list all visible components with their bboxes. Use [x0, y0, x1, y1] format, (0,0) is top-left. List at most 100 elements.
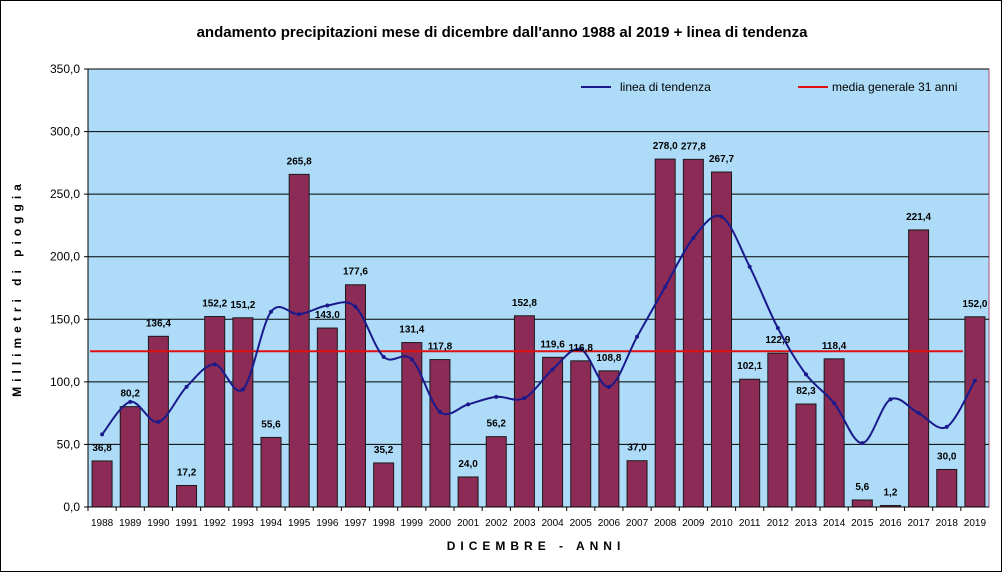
bar	[598, 370, 620, 508]
bar	[767, 352, 789, 508]
x-tick-label: 1990	[147, 518, 170, 529]
trend-point	[494, 394, 499, 399]
data-label: 118,4	[822, 341, 847, 352]
trend-point	[719, 214, 724, 219]
x-tick-label: 2008	[654, 518, 677, 529]
x-tick-label: 1996	[316, 518, 339, 529]
y-axis-label: Millimetri di pioggia	[10, 179, 24, 397]
x-tick-label: 1998	[373, 518, 396, 529]
trend-point	[803, 372, 808, 377]
trend-point	[691, 235, 696, 240]
x-axis-label: DICEMBRE - ANNI	[447, 539, 626, 553]
trend-point	[156, 419, 161, 424]
bar	[119, 406, 141, 508]
x-tick-label: 2018	[936, 518, 959, 529]
bar	[204, 316, 226, 508]
y-tick-label: 100,0	[50, 375, 80, 389]
bar	[260, 436, 282, 508]
bar	[739, 378, 761, 508]
data-label: 5,6	[855, 482, 869, 493]
x-tick-label: 1992	[204, 518, 227, 529]
bar	[91, 460, 113, 508]
x-tick-label: 2001	[457, 518, 480, 529]
legend-trend-label: linea di tendenza	[620, 80, 711, 94]
x-tick-label: 2003	[513, 518, 536, 529]
bar	[908, 229, 930, 508]
bar	[654, 158, 676, 508]
data-label: 35,2	[374, 445, 394, 456]
x-tick-label: 2006	[598, 518, 621, 529]
x-tick-label: 2019	[964, 518, 987, 529]
data-label: 102,1	[737, 361, 762, 372]
trend-point	[747, 264, 752, 269]
bar	[316, 327, 338, 508]
trend-point	[550, 367, 555, 372]
x-tick-label: 2016	[879, 518, 902, 529]
bar	[429, 359, 451, 508]
x-tick-label: 2007	[626, 518, 649, 529]
trend-point	[184, 384, 189, 389]
data-label: 1,2	[884, 487, 898, 498]
trend-point	[944, 424, 949, 429]
x-tick-label: 2002	[485, 518, 508, 529]
x-tick-label: 2010	[710, 518, 733, 529]
bar	[626, 460, 648, 508]
x-tick-label: 2005	[570, 518, 593, 529]
trend-point	[409, 357, 414, 362]
y-tick-label: 0,0	[63, 500, 80, 514]
trend-point	[325, 303, 330, 308]
data-label: 131,4	[399, 325, 424, 336]
trend-point	[972, 378, 977, 383]
trend-point	[269, 309, 274, 314]
x-tick-label: 2015	[851, 518, 874, 529]
bar	[936, 468, 958, 508]
bar	[795, 403, 817, 508]
x-tick-label: 1999	[401, 518, 424, 529]
data-label: 277,8	[681, 141, 706, 152]
trend-point	[212, 362, 217, 367]
bar	[823, 358, 845, 508]
data-label: 55,6	[261, 419, 281, 430]
x-tick-label: 1991	[175, 518, 198, 529]
legend-mean-label: media generale 31 anni	[832, 80, 957, 94]
data-label: 24,0	[458, 459, 478, 470]
x-tick-label: 2017	[907, 518, 930, 529]
y-tick-label: 350,0	[50, 62, 80, 76]
trend-point	[635, 334, 640, 339]
data-label: 265,8	[287, 156, 312, 167]
trend-point	[297, 312, 302, 317]
x-tick-label: 1988	[91, 518, 114, 529]
data-label: 116,8	[568, 343, 593, 354]
x-tick-label: 2011	[739, 518, 761, 529]
data-label: 143,0	[315, 310, 340, 321]
bars-group	[91, 158, 986, 508]
data-labels-group: 36,8 80,2 136,4 17,2 152,2 151,2 55,6 265,8 143,…	[92, 141, 988, 498]
trend-point	[128, 399, 133, 404]
data-label: 278,0	[653, 141, 678, 152]
x-tick-label: 1989	[119, 518, 142, 529]
trend-point	[888, 397, 893, 402]
bar	[288, 173, 310, 508]
x-tick-label: 1993	[232, 518, 255, 529]
data-label: 221,4	[906, 212, 931, 223]
trend-point	[240, 387, 245, 392]
bar	[401, 342, 423, 508]
data-label: 122,9	[765, 335, 790, 346]
data-label: 151,2	[230, 300, 255, 311]
trend-point	[578, 347, 583, 352]
y-tick-label: 150,0	[50, 312, 80, 326]
trend-point	[775, 326, 780, 331]
data-label: 267,7	[709, 154, 734, 165]
data-label: 117,8	[428, 342, 453, 353]
y-tick-label: 250,0	[50, 187, 80, 201]
chart-title: andamento precipitazioni mese di dicembr…	[197, 24, 809, 41]
y-tick-label: 200,0	[50, 250, 80, 264]
data-label: 152,2	[202, 299, 227, 310]
x-tick-label: 2014	[823, 518, 846, 529]
trend-point	[437, 409, 442, 414]
bar	[513, 315, 535, 508]
x-tick-label: 2009	[682, 518, 705, 529]
trend-point	[522, 396, 527, 401]
trend-line-group	[100, 214, 977, 446]
x-tick-label: 2013	[795, 518, 818, 529]
